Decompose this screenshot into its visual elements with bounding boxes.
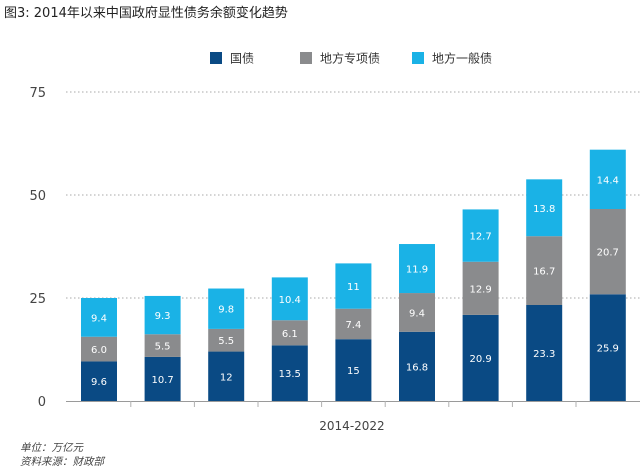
data-label: 15 bbox=[347, 366, 360, 377]
bar-segment bbox=[271, 345, 308, 401]
data-label: 16.8 bbox=[406, 362, 428, 373]
bar-segment bbox=[462, 314, 499, 401]
legend-swatch bbox=[300, 52, 312, 64]
x-axis-label: 2014-2022 bbox=[319, 419, 384, 433]
data-label: 13.5 bbox=[279, 369, 301, 380]
bar-segment bbox=[81, 298, 117, 337]
bar-segment bbox=[144, 334, 181, 357]
data-label: 7.4 bbox=[345, 320, 361, 331]
bar-segment bbox=[335, 339, 372, 401]
source-note: 资料来源：财政部 bbox=[20, 456, 104, 468]
bar-segment bbox=[462, 261, 499, 315]
bar-segment bbox=[271, 320, 308, 346]
unit-note: 单位：万亿元 bbox=[20, 442, 83, 454]
data-label: 5.5 bbox=[155, 342, 171, 353]
bar-segment bbox=[526, 236, 563, 306]
data-label: 20.9 bbox=[469, 354, 491, 365]
bar-segment bbox=[208, 288, 245, 329]
data-label: 14.4 bbox=[597, 175, 619, 186]
data-label: 20.7 bbox=[597, 248, 619, 259]
data-label: 12.9 bbox=[469, 284, 491, 295]
y-tick-label: 75 bbox=[29, 86, 46, 101]
bar-segment bbox=[399, 293, 435, 332]
data-label: 11.9 bbox=[406, 265, 428, 276]
data-label: 23.3 bbox=[533, 349, 555, 360]
y-tick-label: 0 bbox=[38, 395, 46, 410]
legend-label: 国债 bbox=[230, 52, 254, 66]
data-label: 6.1 bbox=[282, 329, 298, 340]
bar-segment bbox=[335, 263, 372, 309]
data-label: 5.5 bbox=[218, 336, 234, 347]
data-label: 16.7 bbox=[533, 267, 555, 278]
bar-segment bbox=[81, 361, 117, 401]
data-label: 13.8 bbox=[533, 204, 555, 215]
bar-segment bbox=[208, 328, 245, 352]
data-label: 25.9 bbox=[597, 344, 619, 355]
legend-swatch bbox=[210, 52, 222, 64]
bar-segment bbox=[589, 209, 626, 295]
bar-segment bbox=[399, 331, 435, 401]
bar-segment bbox=[589, 149, 626, 210]
data-label: 10.7 bbox=[151, 375, 173, 386]
legend-label: 地方一般债 bbox=[432, 51, 492, 66]
data-label: 9.8 bbox=[218, 305, 234, 316]
bar-segment bbox=[589, 294, 626, 401]
data-label: 10.4 bbox=[279, 295, 301, 306]
bar-segment bbox=[144, 295, 181, 335]
bar-segment bbox=[144, 356, 181, 401]
data-label: 9.4 bbox=[91, 313, 107, 324]
bar-segment bbox=[271, 277, 308, 321]
data-label: 11 bbox=[347, 282, 360, 293]
legend-swatch bbox=[412, 52, 424, 64]
data-label: 9.4 bbox=[409, 308, 425, 319]
bar-segment bbox=[208, 351, 245, 401]
data-label: 9.6 bbox=[91, 377, 107, 388]
data-label: 12 bbox=[220, 372, 233, 383]
bar-segment bbox=[526, 305, 563, 401]
bar-segment bbox=[335, 308, 372, 340]
data-label: 6.0 bbox=[91, 345, 107, 356]
data-label: 9.3 bbox=[155, 311, 171, 322]
bar-segment bbox=[81, 336, 117, 362]
data-label: 12.7 bbox=[469, 232, 491, 243]
chart-footer: 单位：万亿元 资料来源：财政部 bbox=[20, 441, 104, 469]
chart-title: 图3: 2014年以来中国政府显性债务余额变化趋势 bbox=[4, 6, 288, 21]
bar-segment bbox=[526, 179, 563, 237]
y-tick-label: 50 bbox=[29, 189, 46, 204]
bar-segment bbox=[399, 244, 435, 294]
bar-segment bbox=[462, 209, 499, 262]
y-tick-label: 25 bbox=[29, 292, 46, 307]
legend-label: 地方专项债 bbox=[320, 51, 380, 66]
